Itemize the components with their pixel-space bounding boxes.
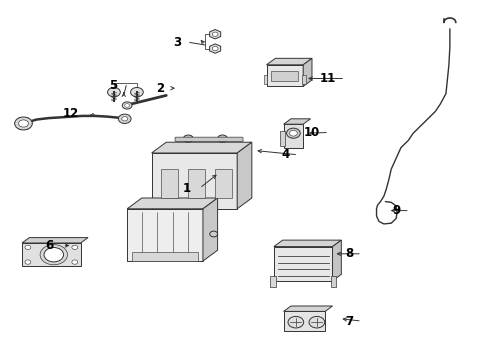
Circle shape xyxy=(289,130,297,136)
Polygon shape xyxy=(266,65,303,86)
Circle shape xyxy=(72,245,78,249)
Circle shape xyxy=(107,87,120,97)
FancyBboxPatch shape xyxy=(283,124,303,148)
Circle shape xyxy=(124,104,129,107)
FancyBboxPatch shape xyxy=(161,169,178,198)
FancyBboxPatch shape xyxy=(184,136,191,141)
Polygon shape xyxy=(237,142,251,209)
Text: 3: 3 xyxy=(172,36,181,49)
Text: 5: 5 xyxy=(109,79,117,92)
Circle shape xyxy=(19,120,28,127)
Text: 1: 1 xyxy=(182,182,190,195)
Circle shape xyxy=(209,231,217,237)
FancyBboxPatch shape xyxy=(271,71,298,81)
Polygon shape xyxy=(273,240,341,247)
Circle shape xyxy=(118,114,131,123)
FancyBboxPatch shape xyxy=(330,276,336,287)
Circle shape xyxy=(25,245,31,249)
Text: 7: 7 xyxy=(344,315,352,328)
Polygon shape xyxy=(203,198,217,261)
Circle shape xyxy=(130,87,143,97)
Polygon shape xyxy=(127,198,217,209)
Polygon shape xyxy=(273,247,332,281)
FancyBboxPatch shape xyxy=(22,243,81,266)
FancyBboxPatch shape xyxy=(219,136,225,141)
Circle shape xyxy=(122,102,132,109)
Polygon shape xyxy=(132,252,198,261)
FancyBboxPatch shape xyxy=(175,137,243,141)
Circle shape xyxy=(72,260,78,264)
Circle shape xyxy=(183,135,193,142)
FancyBboxPatch shape xyxy=(302,75,305,84)
Polygon shape xyxy=(151,142,251,153)
Text: 6: 6 xyxy=(45,239,54,252)
Polygon shape xyxy=(151,153,237,209)
Polygon shape xyxy=(209,30,220,39)
FancyBboxPatch shape xyxy=(215,169,232,198)
Circle shape xyxy=(44,248,63,262)
Text: 4: 4 xyxy=(281,148,289,161)
Text: 2: 2 xyxy=(155,82,163,95)
Text: 9: 9 xyxy=(392,204,400,217)
Text: 8: 8 xyxy=(344,247,352,260)
Circle shape xyxy=(122,117,127,121)
FancyBboxPatch shape xyxy=(263,75,267,84)
Text: 12: 12 xyxy=(63,107,79,120)
Circle shape xyxy=(286,128,300,138)
Circle shape xyxy=(15,117,32,130)
Circle shape xyxy=(25,260,31,264)
Circle shape xyxy=(217,135,227,142)
FancyBboxPatch shape xyxy=(279,131,284,146)
Circle shape xyxy=(212,32,218,36)
Circle shape xyxy=(40,245,67,265)
Polygon shape xyxy=(266,58,311,65)
Polygon shape xyxy=(209,44,220,53)
Polygon shape xyxy=(283,119,310,124)
Text: 11: 11 xyxy=(320,72,336,85)
Polygon shape xyxy=(303,58,311,86)
Polygon shape xyxy=(22,238,88,243)
Text: 10: 10 xyxy=(304,126,320,139)
Polygon shape xyxy=(332,240,341,281)
Circle shape xyxy=(308,316,324,328)
FancyBboxPatch shape xyxy=(188,169,205,198)
Circle shape xyxy=(287,316,303,328)
FancyBboxPatch shape xyxy=(283,311,325,331)
Circle shape xyxy=(212,46,218,51)
Circle shape xyxy=(19,120,28,127)
Polygon shape xyxy=(15,118,32,129)
FancyBboxPatch shape xyxy=(269,276,275,287)
Polygon shape xyxy=(127,209,203,261)
Polygon shape xyxy=(283,306,332,311)
